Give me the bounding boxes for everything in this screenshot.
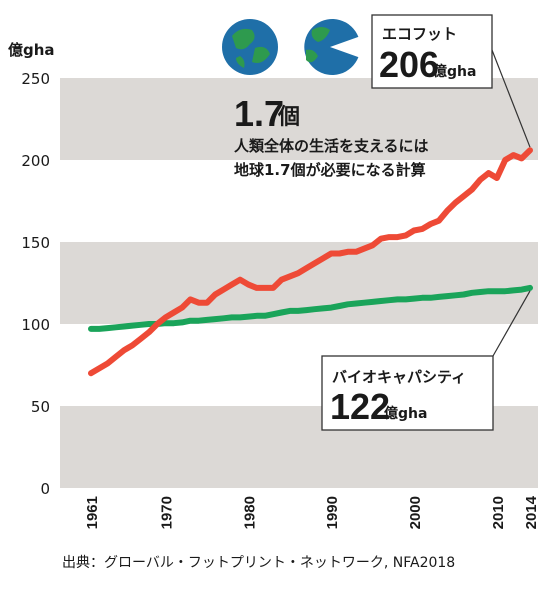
- factor-unit: 個: [277, 105, 300, 130]
- y-tick-labels: 0 50 100 150 200 250: [21, 70, 50, 498]
- x-tick-label: 2014: [523, 495, 540, 529]
- y-tick-label: 50: [31, 398, 50, 416]
- y-axis-label: 億gha: [8, 41, 55, 59]
- y-tick-label: 0: [40, 480, 50, 498]
- series-line-ecofootprint: [88, 147, 533, 377]
- x-tick-label: 1980: [241, 496, 258, 529]
- factor-value: 1.7: [234, 93, 284, 134]
- data-points: [90, 150, 531, 374]
- eco-leader-line: [491, 49, 531, 148]
- eco-callout-box: エコフット 206 億gha: [371, 14, 493, 89]
- earth-globe-icon: [222, 19, 278, 75]
- bio-leader-line: [492, 290, 531, 357]
- factor-line-1: 人類全体の生活を支えるには: [234, 137, 429, 155]
- bitten-earth-globe-icon: [304, 19, 359, 76]
- eco-value: 206: [379, 44, 439, 85]
- grid-band: [60, 78, 538, 160]
- x-tick-label: 1970: [159, 496, 176, 529]
- bio-label: バイオキャパシティ: [332, 368, 466, 386]
- x-tick-label: 1990: [324, 496, 341, 529]
- eco-label: エコフット: [382, 25, 457, 43]
- y-tick-label: 100: [21, 316, 50, 334]
- source-note: 出典：グローバル・フットプリント・ネットワーク, NFA2018: [62, 555, 456, 571]
- y-tick-label: 200: [21, 152, 50, 170]
- bio-value: 122: [330, 386, 390, 427]
- x-tick-labels: 1961 1970 1980 1990 2000 2010 2014: [84, 495, 540, 529]
- bio-unit: 億gha: [384, 405, 427, 422]
- bio-callout-box: バイオキャパシティ 122 億gha: [321, 355, 494, 431]
- y-tick-label: 250: [21, 70, 50, 88]
- x-tick-label: 1961: [84, 496, 101, 529]
- eco-unit: 億gha: [433, 63, 476, 80]
- series-line-biocapacity: [88, 284, 533, 332]
- x-tick-label: 2000: [407, 496, 424, 529]
- factor-line-2: 地球1.7個が必要になる計算: [234, 161, 426, 179]
- y-tick-label: 150: [21, 234, 50, 252]
- x-tick-label: 2010: [490, 496, 507, 529]
